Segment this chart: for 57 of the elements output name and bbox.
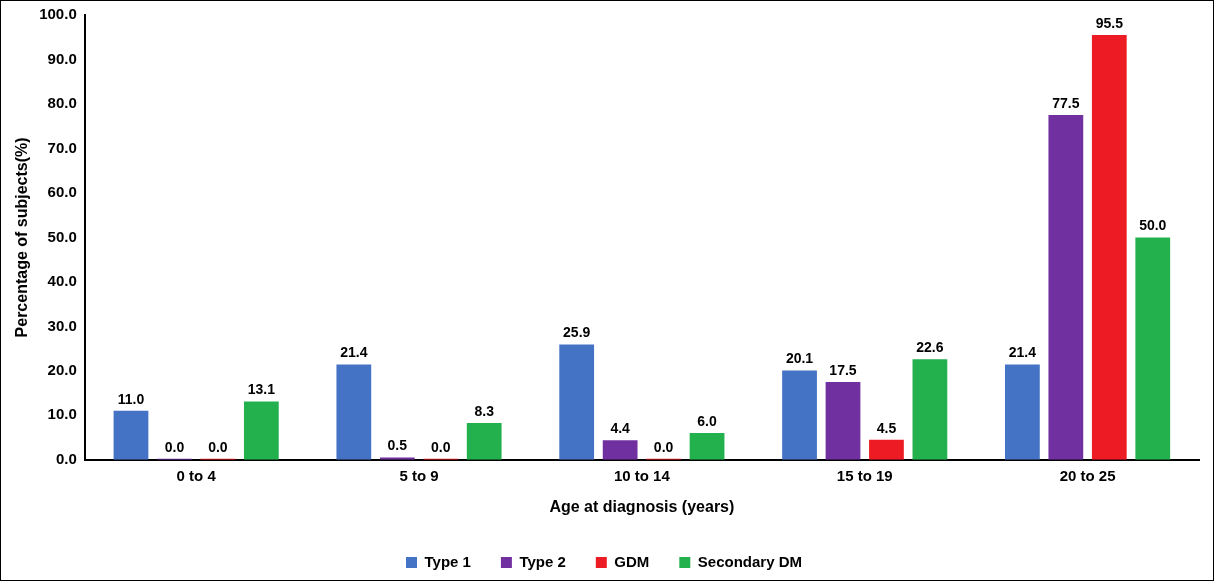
bar (1091, 35, 1127, 460)
legend-label: Type 1 (424, 552, 471, 570)
y-axis-title: Percentage of subjects(%) (13, 137, 31, 338)
bar (869, 439, 904, 460)
data-label: 0.0 (653, 438, 674, 455)
data-label: 21.4 (340, 344, 368, 361)
y-tick-label: 40.0 (47, 272, 77, 290)
data-label: 20.1 (785, 350, 814, 367)
y-tick-label: 10.0 (47, 405, 77, 423)
y-tick-label: 70.0 (47, 138, 77, 156)
legend-label: GDM (614, 552, 650, 570)
bar (559, 344, 595, 460)
bar (466, 422, 502, 460)
x-tick-label: 0 to 4 (176, 466, 217, 484)
y-tick-label: 20.0 (47, 360, 77, 378)
bar (1005, 364, 1040, 460)
bar (912, 359, 948, 460)
legend-label: Type 2 (519, 552, 566, 570)
data-label: 95.5 (1095, 14, 1124, 31)
bar (602, 440, 638, 460)
data-label: 0.0 (431, 438, 451, 455)
x-tick-label: 5 to 9 (399, 466, 439, 484)
y-tick-label: 0.0 (55, 449, 77, 467)
data-label: 11.0 (117, 390, 145, 407)
x-tick-label: 10 to 14 (613, 466, 671, 484)
data-label: 0.0 (208, 438, 228, 455)
data-label: 25.9 (563, 324, 591, 341)
bar (782, 370, 817, 460)
data-label: 0.5 (387, 437, 408, 454)
bar (113, 410, 149, 460)
bar (825, 381, 861, 460)
x-tick-label: 15 to 19 (836, 466, 893, 484)
data-label: 77.5 (1052, 94, 1080, 111)
x-tick-label: 20 to 25 (1059, 466, 1116, 484)
data-label: 8.3 (474, 402, 495, 419)
y-tick-label: 60.0 (47, 183, 77, 201)
data-label: 13.1 (247, 381, 276, 398)
bar (336, 364, 372, 460)
y-tick-label: 50.0 (47, 227, 77, 245)
y-tick-label: 30.0 (47, 316, 77, 334)
data-label: 21.4 (1008, 344, 1037, 361)
data-label: 22.6 (916, 339, 944, 356)
data-label: 0.0 (164, 438, 185, 455)
bar (689, 433, 725, 460)
y-tick-label: 80.0 (47, 94, 77, 112)
data-label: 4.4 (610, 420, 631, 437)
y-tick-label: 100.0 (39, 5, 77, 23)
legend-label: Secondary DM (697, 552, 803, 570)
bar (1048, 115, 1084, 460)
data-label: 50.0 (1139, 217, 1167, 234)
bar (1135, 237, 1171, 460)
data-label: 4.5 (876, 419, 897, 436)
data-label: 6.0 (697, 412, 717, 429)
data-label: 17.5 (829, 361, 857, 378)
y-tick-label: 90.0 (47, 49, 77, 67)
x-axis-title: Age at diagnosis (years) (549, 497, 735, 515)
bar (243, 401, 279, 460)
